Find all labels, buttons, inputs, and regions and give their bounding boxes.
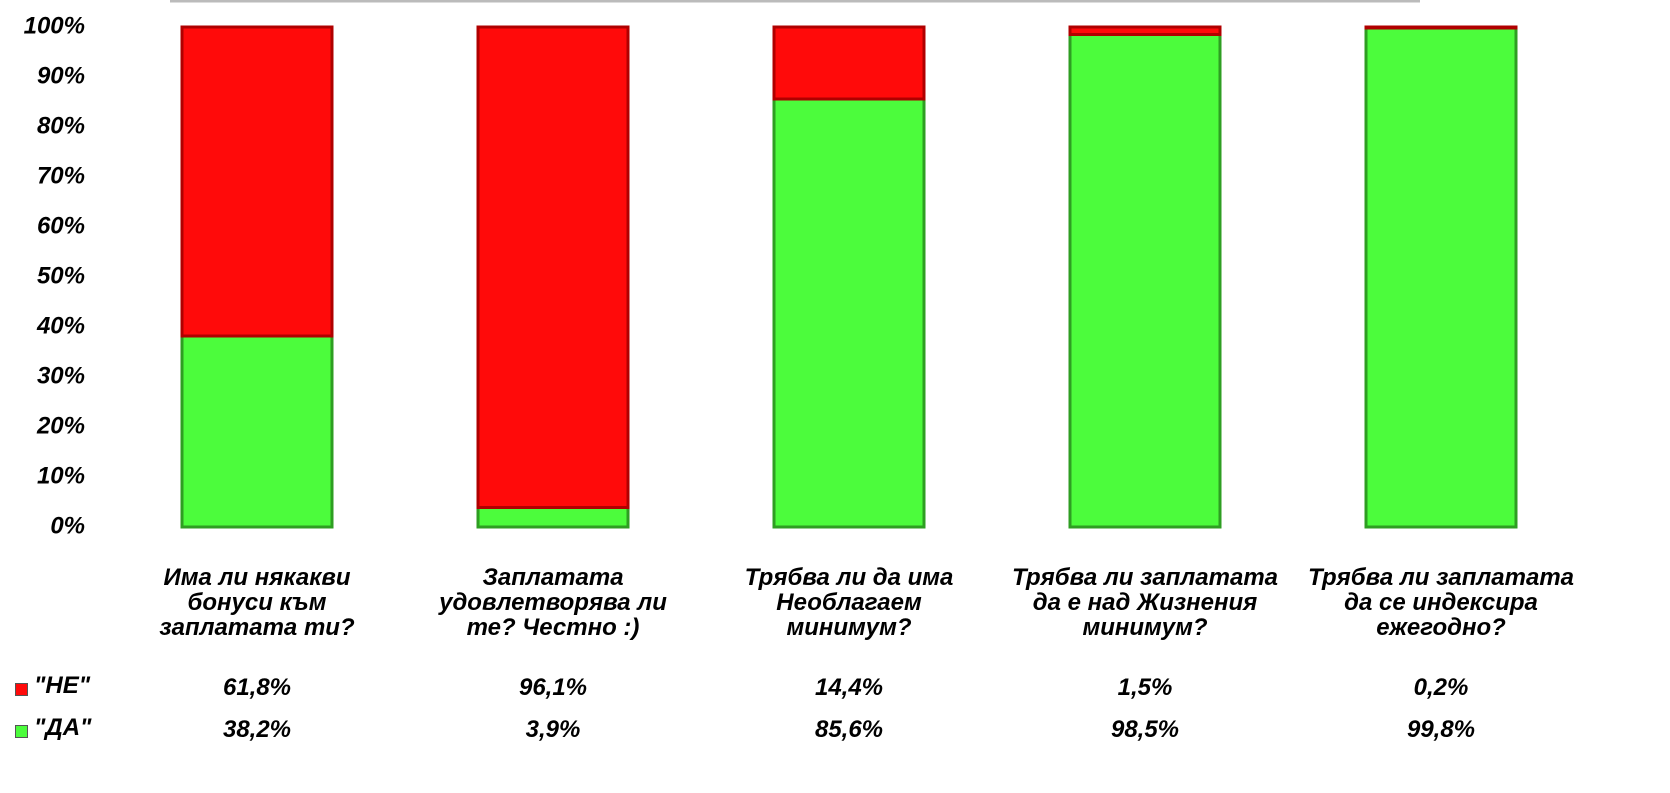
- y-tick-label: 30%: [37, 362, 85, 389]
- table-value: 61,8%: [222, 674, 292, 701]
- bar-segment: [772, 25, 926, 101]
- y-tick-label: 40%: [36, 312, 85, 339]
- table-value: 3,9%: [525, 716, 581, 743]
- bar-segment: [1364, 26, 1518, 529]
- legend-swatch: [15, 683, 28, 696]
- bar-segment: [1068, 33, 1222, 529]
- bar-segment: [180, 25, 334, 338]
- legend-swatch: [15, 725, 28, 738]
- table-value: 96,1%: [518, 674, 588, 701]
- bar-segment: [476, 25, 630, 509]
- table-value: 99,8%: [1406, 716, 1476, 743]
- y-tick-label: 20%: [36, 412, 85, 439]
- y-tick-label: 10%: [37, 462, 85, 489]
- table-value: 0,2%: [1413, 674, 1469, 701]
- y-tick-label: 80%: [37, 112, 85, 139]
- table-value: 1,5%: [1117, 674, 1173, 701]
- bar-segment: [180, 334, 334, 529]
- table-value: 85,6%: [814, 716, 884, 743]
- table-value: 38,2%: [222, 716, 292, 743]
- legend-label: "ДА": [34, 714, 92, 741]
- y-tick-label: 90%: [37, 62, 85, 89]
- bar-segment: [476, 506, 630, 529]
- category-label: Трябва ли да има Необлагаем минимум?: [744, 563, 954, 641]
- bar-segment: [1364, 25, 1518, 30]
- y-tick-label: 60%: [37, 212, 85, 239]
- table-value: 98,5%: [1110, 716, 1180, 743]
- category-label: Трябва ли заплатата да е над Жизнения ми…: [1011, 563, 1279, 641]
- table-value: 14,4%: [814, 674, 884, 701]
- category-label: Трябва ли заплатата да се индексира ежег…: [1307, 563, 1575, 641]
- category-label: Има ли някакви бонуси към заплатата ти?: [159, 563, 355, 641]
- legend-label: "НЕ": [34, 672, 91, 699]
- y-tick-label: 100%: [24, 12, 85, 39]
- y-tick-label: 50%: [37, 262, 85, 289]
- bar-segment: [1068, 25, 1222, 36]
- category-label: Заплатата удовлетворява ли те? Честно :): [439, 563, 667, 641]
- y-tick-label: 0%: [50, 512, 85, 539]
- y-tick-label: 70%: [37, 162, 85, 189]
- bar-segment: [772, 97, 926, 529]
